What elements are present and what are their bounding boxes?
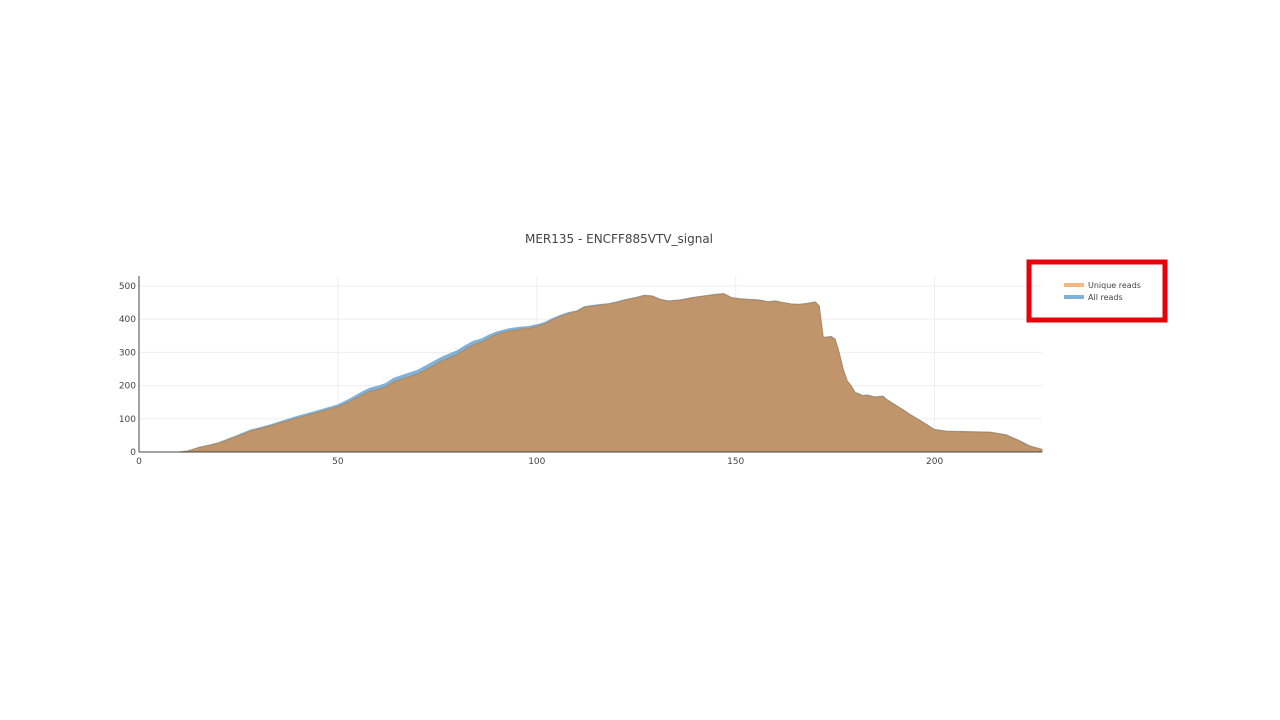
y-tick-label-300: 300 (119, 348, 136, 358)
x-tick-label-50: 50 (332, 457, 344, 467)
legend-label-all-reads: All reads (1088, 293, 1123, 302)
x-tick-label-150: 150 (727, 457, 744, 467)
axis-layer (138, 276, 1042, 453)
area-layer (139, 293, 1043, 453)
legend[interactable]: Unique reads All reads (1064, 281, 1141, 302)
x-tick-label-0: 0 (136, 457, 142, 467)
legend-label-unique-reads: Unique reads (1088, 281, 1141, 290)
chart-title: MER135 - ENCFF885VTV_signal (525, 232, 713, 246)
legend-highlight-box (1026, 259, 1168, 323)
y-tick-label-500: 500 (119, 282, 136, 292)
tick-labels: 0 100 200 300 400 500 0 50 100 150 200 (119, 282, 944, 467)
y-tick-label-400: 400 (119, 315, 136, 325)
y-tick-label-100: 100 (119, 415, 136, 425)
y-tick-label-200: 200 (119, 382, 136, 392)
x-tick-label-200: 200 (926, 457, 943, 467)
x-tick-label-100: 100 (528, 457, 545, 467)
legend-item-all-reads[interactable]: All reads (1064, 293, 1123, 302)
y-tick-label-0: 0 (130, 448, 136, 458)
area-series-unique-reads (139, 293, 1043, 453)
legend-item-unique-reads[interactable]: Unique reads (1064, 281, 1141, 290)
